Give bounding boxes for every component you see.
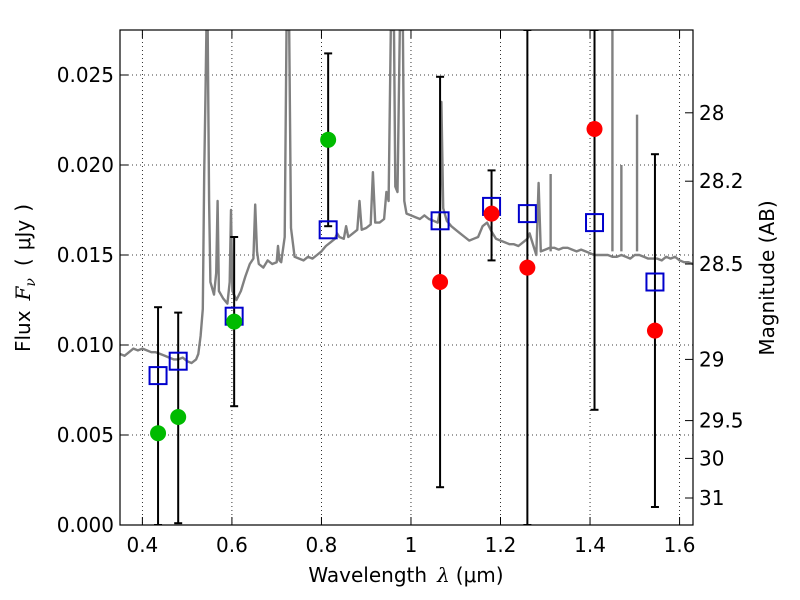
- x-tick-label: 1: [405, 533, 418, 557]
- model-square-marker: [517, 204, 537, 224]
- red-data-point: [483, 205, 500, 222]
- x-tick-label: 0.4: [126, 533, 158, 557]
- x-tick-label: 1.4: [574, 533, 606, 557]
- y2-tick-label: 30: [699, 446, 724, 470]
- green-data-point: [226, 313, 243, 330]
- x-tick-label: 1.2: [485, 533, 517, 557]
- spectrum-line: [120, 30, 693, 365]
- y-tick-label: 0.000: [57, 513, 114, 537]
- model-square-marker: [148, 366, 168, 386]
- green-data-point: [150, 425, 167, 442]
- y-tick-label: 0.025: [57, 63, 114, 87]
- marker-layer: [148, 121, 665, 442]
- y2-tick-label: 28.2: [699, 169, 744, 193]
- green-data-point: [320, 131, 337, 148]
- plot-frame: [119, 29, 694, 526]
- axis-ticks: 0.4 0.6 0.8 1 1.2 1.4 1.6 0.000 0.005 0.010 0.015 0…: [57, 30, 744, 557]
- red-data-point: [646, 322, 663, 339]
- y2-tick-label: 31: [699, 486, 724, 510]
- y-tick-label: 0.020: [57, 153, 114, 177]
- red-data-point: [519, 259, 536, 276]
- y2-tick-label: 28.5: [699, 252, 744, 276]
- grid: [120, 30, 693, 526]
- y-axis-label: FluxFν(μJy): [11, 204, 39, 352]
- x-tick-label: 0.6: [216, 533, 248, 557]
- y-tick-label: 0.015: [57, 243, 114, 267]
- red-data-point: [586, 121, 603, 137]
- x-tick-label: 0.8: [306, 533, 338, 557]
- y2-axis-label: Magnitude (AB): [755, 200, 779, 355]
- x-tick-label: 1.6: [664, 533, 696, 557]
- y-tick-label: 0.010: [57, 333, 114, 357]
- y2-tick-label: 28: [699, 101, 724, 125]
- spectrum-layer: [120, 30, 693, 365]
- model-square-marker: [430, 211, 450, 231]
- model-square-marker: [168, 351, 188, 371]
- model-square-marker: [585, 213, 605, 233]
- y2-tick-label: 29.5: [699, 409, 744, 433]
- x-axis-label: Wavelength λ (μm): [308, 563, 503, 587]
- red-data-point: [432, 274, 449, 290]
- green-data-point: [170, 409, 187, 425]
- y-tick-label: 0.005: [57, 423, 114, 447]
- model-square-marker: [318, 220, 338, 240]
- y2-tick-label: 29: [699, 347, 724, 371]
- model-square-marker: [645, 272, 665, 292]
